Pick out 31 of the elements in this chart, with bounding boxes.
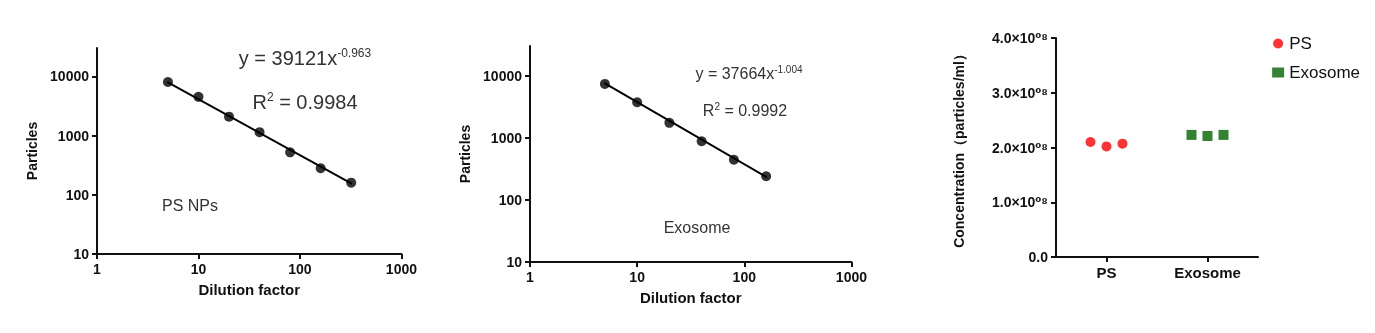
y-axis-title: Concentration（particles/ml）	[951, 47, 967, 248]
y-tick-label: 100	[65, 186, 90, 203]
x-tick-label: 10	[629, 269, 646, 285]
x-tick-label: 1	[93, 261, 102, 277]
annotation: Exosome	[663, 218, 731, 236]
y-tick-label: 1000	[57, 127, 90, 144]
legend-label: Exosome	[1289, 63, 1361, 82]
y-tick-label: 100	[498, 191, 523, 208]
y-tick-label: 4.0×10⁰⁸	[992, 30, 1048, 46]
y-tick-label: 2.0×10⁰⁸	[992, 139, 1048, 156]
y-tick-label: 1000	[490, 129, 523, 146]
y-tick-label: 1.0×10⁰⁸	[992, 194, 1048, 211]
x-axis-title: Dilution factor	[639, 289, 742, 306]
x-tick-label: PS	[1096, 264, 1117, 281]
y-tick-label: 0.0	[1028, 249, 1049, 265]
annotation: PS NPs	[161, 196, 219, 214]
y-axis-title: Particles	[457, 124, 474, 184]
y-tick-label: 10000	[50, 68, 90, 85]
y-tick-label: 3.0×10⁰⁸	[992, 84, 1048, 101]
x-tick-label: 100	[732, 269, 757, 285]
y-axis-title: Particles	[24, 121, 41, 181]
y-tick-label: 10	[73, 246, 90, 262]
x-tick-label: 1000	[385, 261, 418, 277]
x-tick-label: 100	[288, 261, 312, 277]
x-axis-title: Dilution factor	[198, 281, 301, 298]
x-tick-label: Exosome	[1174, 264, 1241, 281]
legend-label: PS	[1289, 34, 1312, 53]
x-tick-label: 1	[526, 269, 535, 285]
x-tick-label: 1000	[835, 269, 868, 285]
y-tick-label: 10000	[483, 67, 523, 84]
x-tick-label: 10	[190, 261, 207, 277]
